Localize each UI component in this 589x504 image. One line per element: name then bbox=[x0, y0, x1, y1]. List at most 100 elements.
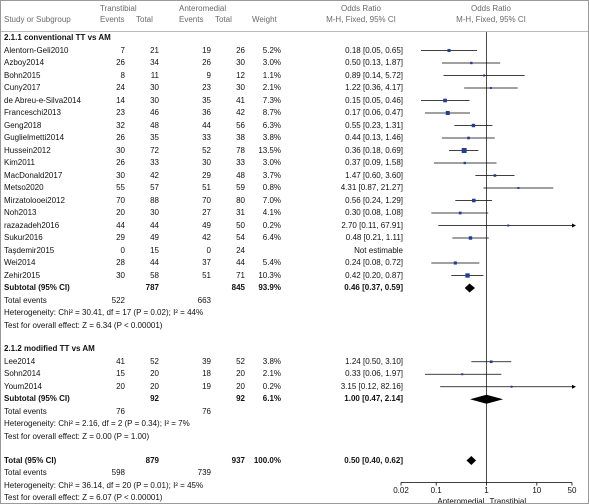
events-transtibial: 26 bbox=[116, 133, 125, 142]
total-anteromedial: 30 bbox=[236, 58, 245, 67]
study-marker bbox=[472, 198, 476, 203]
total-transtibial: 879 bbox=[145, 455, 159, 465]
study-marker bbox=[467, 136, 470, 140]
or-method-header: M-H, Fixed, 95% CI bbox=[326, 15, 396, 24]
weight-value: 6.1% bbox=[262, 394, 281, 404]
total-transtibial: 35 bbox=[150, 133, 159, 142]
odds-ratio-ci: 1.22 [0.36, 4.17] bbox=[345, 83, 403, 92]
events-transtibial: 76 bbox=[116, 406, 125, 416]
events-anteromedial: 33 bbox=[202, 133, 211, 142]
weight-value: 6.3% bbox=[262, 120, 281, 130]
total-transtibial: 46 bbox=[150, 108, 159, 117]
total-transtibial: 33 bbox=[150, 158, 159, 167]
total-anteromedial: 44 bbox=[236, 258, 245, 267]
weight-value: 13.5% bbox=[258, 145, 281, 155]
study-name: Geng2018 bbox=[4, 120, 42, 130]
events-anteromedial: 23 bbox=[202, 83, 211, 92]
events-transtibial: 26 bbox=[116, 158, 125, 167]
study-name: Lee2014 bbox=[4, 356, 36, 366]
odds-ratio-ci: 0.17 [0.06, 0.47] bbox=[345, 108, 403, 117]
events-transtibial: 55 bbox=[116, 183, 125, 192]
odds-ratio-ci: 0.55 [0.23, 1.31] bbox=[345, 120, 403, 130]
total-anteromedial: 845 bbox=[231, 283, 245, 292]
events-transtibial: 30 bbox=[116, 170, 125, 180]
events-transtibial: 522 bbox=[111, 295, 125, 305]
events-anteromedial: 19 bbox=[202, 381, 211, 391]
study-marker bbox=[465, 273, 470, 278]
total-overall-effect-text: Test for overall effect: Z = 6.07 (P < 0… bbox=[4, 493, 163, 502]
events2-header: Events bbox=[179, 15, 204, 24]
total-events-label: Total events bbox=[4, 406, 47, 416]
subtotal-label: Subtotal (95% CI) bbox=[4, 283, 70, 292]
total-transtibial: 42 bbox=[150, 170, 159, 180]
study-name: Taşdemir2015 bbox=[4, 245, 55, 255]
events-transtibial: 26 bbox=[116, 58, 125, 67]
events-anteromedial: 51 bbox=[202, 270, 211, 280]
total-transtibial: 787 bbox=[145, 283, 159, 292]
events-transtibial: 20 bbox=[116, 208, 125, 217]
odds-ratio-ci: 0.44 [0.13, 1.46] bbox=[345, 133, 403, 142]
study-name: Hussein2012 bbox=[4, 145, 51, 155]
total-transtibial: 15 bbox=[150, 245, 159, 255]
study-name: Wei2014 bbox=[4, 258, 36, 267]
or-column-header: Odds Ratio bbox=[340, 4, 382, 13]
odds-ratio-ci: 0.36 [0.18, 0.69] bbox=[345, 145, 403, 155]
odds-ratio-ci: 0.37 [0.09, 1.58] bbox=[345, 158, 403, 167]
total-anteromedial: 31 bbox=[236, 208, 245, 217]
total-transtibial: 92 bbox=[150, 394, 159, 404]
total-anteromedial: 52 bbox=[236, 356, 245, 366]
events-transtibial: 24 bbox=[116, 83, 125, 92]
events-transtibial: 8 bbox=[120, 70, 125, 80]
total-anteromedial: 78 bbox=[236, 145, 245, 155]
total-anteromedial: 59 bbox=[236, 183, 245, 192]
ci-arrow bbox=[572, 384, 576, 389]
events-transtibial: 20 bbox=[116, 381, 125, 391]
group1-header: Transtibial bbox=[100, 4, 137, 13]
study-marker bbox=[517, 187, 520, 189]
events-anteromedial: 36 bbox=[202, 108, 211, 117]
events-anteromedial: 52 bbox=[202, 145, 211, 155]
study-marker bbox=[447, 48, 451, 53]
total-transtibial: 21 bbox=[150, 45, 159, 55]
total-anteromedial: 30 bbox=[236, 83, 245, 92]
study-marker bbox=[482, 74, 485, 77]
events-anteromedial: 76 bbox=[202, 406, 211, 416]
total1-header: Total bbox=[136, 15, 153, 24]
study-marker bbox=[461, 148, 467, 153]
table-header: Transtibial Anteromedial Odds Ratio Odds… bbox=[1, 1, 588, 32]
events-anteromedial: 35 bbox=[202, 95, 211, 105]
subtotal-diamond bbox=[464, 283, 475, 293]
total-events-label: Total events bbox=[4, 468, 47, 477]
study-name: Bohn2015 bbox=[4, 70, 41, 80]
odds-ratio-ci: 4.31 [0.87, 21.27] bbox=[340, 183, 403, 192]
study-marker bbox=[461, 373, 464, 376]
study-name: Noh2013 bbox=[4, 208, 37, 217]
events-anteromedial: 19 bbox=[202, 45, 211, 55]
weight-header: Weight bbox=[252, 15, 277, 24]
odds-ratio-ci: 0.15 [0.05, 0.46] bbox=[345, 95, 403, 105]
odds-ratio-ci: 3.15 [0.12, 82.16] bbox=[340, 381, 403, 391]
study-marker bbox=[471, 123, 476, 128]
events-anteromedial: 9 bbox=[206, 70, 211, 80]
events-transtibial: 28 bbox=[116, 258, 125, 267]
study-column-header: Study or Subgroup bbox=[4, 15, 71, 24]
study-marker bbox=[489, 87, 492, 89]
total-transtibial: 44 bbox=[150, 220, 159, 230]
total-anteromedial: 33 bbox=[236, 158, 245, 167]
events-anteromedial: 30 bbox=[202, 158, 211, 167]
total2-header: Total bbox=[215, 15, 232, 24]
weight-value: 0.2% bbox=[262, 381, 281, 391]
total-anteromedial: 42 bbox=[236, 108, 245, 117]
study-marker bbox=[443, 98, 447, 103]
total-label: Total (95% CI) bbox=[4, 455, 57, 465]
events-transtibial: 29 bbox=[116, 233, 125, 242]
weight-value: 3.8% bbox=[262, 133, 281, 142]
weight-value: 3.8% bbox=[262, 356, 281, 366]
total-transtibial: 49 bbox=[150, 233, 159, 242]
favours-right-label: Transtibial bbox=[489, 496, 527, 504]
study-marker bbox=[468, 236, 473, 240]
total-diamond bbox=[466, 456, 477, 465]
odds-ratio-ci: 0.18 [0.05, 0.65] bbox=[345, 45, 403, 55]
total-transtibial: 20 bbox=[150, 381, 159, 391]
odds-ratio-ci: 0.56 [0.24, 1.29] bbox=[345, 195, 403, 205]
